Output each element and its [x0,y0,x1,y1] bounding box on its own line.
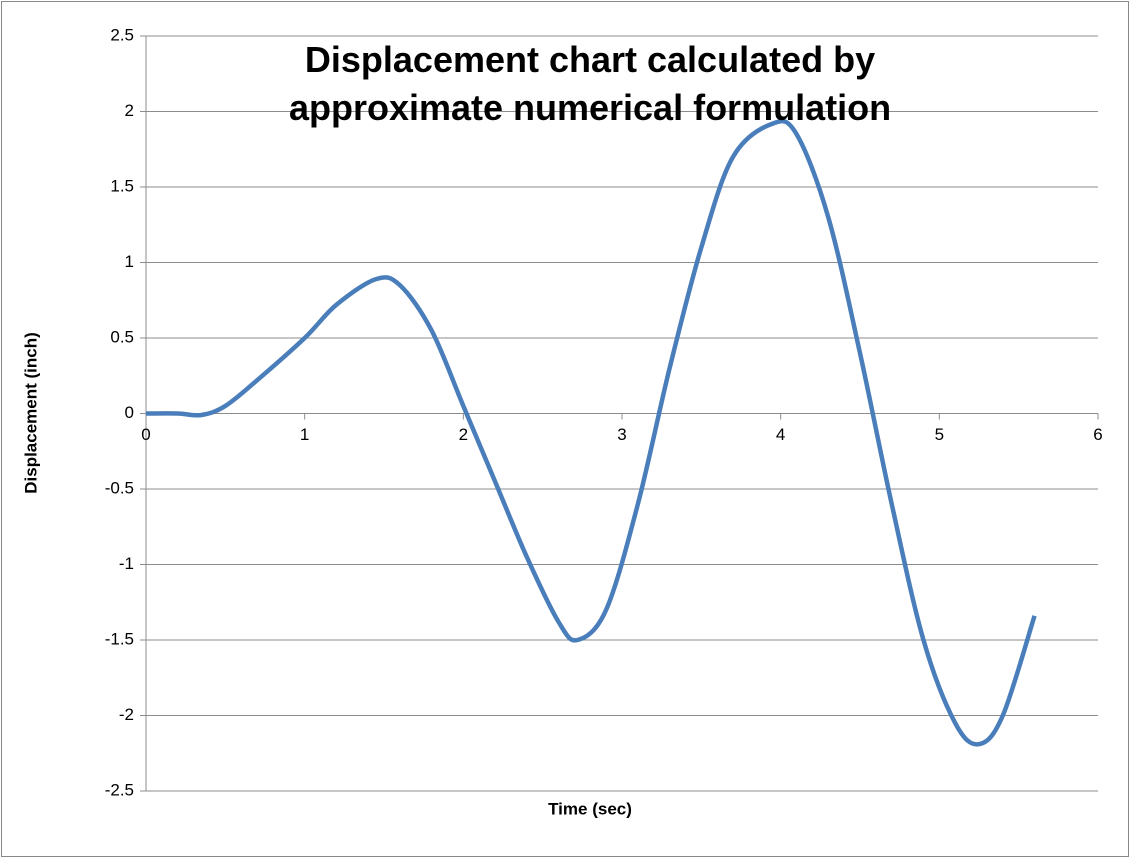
chart-title: Displacement chart calculated by approxi… [288,39,892,128]
x-tick-label: 5 [935,425,944,444]
y-tick-label: -2.5 [105,780,134,799]
y-tick-label: 2 [125,101,134,120]
y-tick-label: 0.5 [110,327,134,346]
y-tick-label: -2 [119,705,134,724]
y-tick-label: 1.5 [110,176,134,195]
y-axis-title: Displacement (inch) [21,332,40,494]
x-tick-label: 2 [459,425,468,444]
y-tick-label: 0 [125,403,134,422]
y-tick-label: 1 [125,252,134,271]
x-tick-label: 3 [617,425,626,444]
x-tick-label: 0 [141,425,150,444]
x-tick-label: 1 [300,425,309,444]
y-tick-label: -0.5 [105,478,134,497]
y-tick-label: -1 [119,554,134,573]
y-tick-label: -1.5 [105,629,134,648]
data-line [145,118,1037,747]
x-tick-label: 4 [776,425,785,444]
y-tick-label: 2.5 [110,25,134,44]
x-tick-label: 6 [1093,425,1102,444]
x-axis-title: Time (sec) [548,799,632,818]
